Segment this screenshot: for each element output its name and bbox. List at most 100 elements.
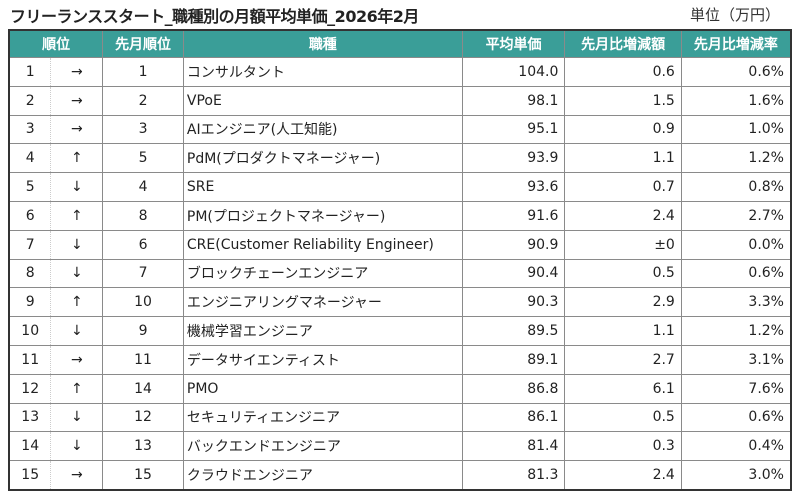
- page-title: フリーランススタート_職種別の月額平均単価_2026年2月: [10, 7, 419, 26]
- job-cell: ブロックチェーンエンジニア: [182, 258, 463, 289]
- job-cell: バックエンドエンジニア: [182, 431, 463, 462]
- trend-arrow-icon: ↓: [50, 402, 104, 433]
- avg-price-cell: 93.6: [461, 172, 566, 202]
- trend-arrow-icon: ↓: [50, 258, 104, 289]
- prev-rank-cell: 1: [102, 57, 184, 87]
- avg-price-cell: 86.8: [461, 373, 566, 404]
- job-cell: データサイエンティスト: [182, 344, 463, 375]
- diff-cell: 1.1: [564, 316, 682, 346]
- table-row: 14 ↓ 13 バックエンドエンジニア 81.4 0.3 0.4%: [8, 431, 792, 462]
- table-row: 7 ↓ 6 CRE(Customer Reliability Engineer) 90.…: [8, 229, 792, 260]
- price-table: 順位 先月順位 職種 平均単価 先月比増減額 先月比増減率 1 → 1 コンサルタント…: [8, 29, 792, 491]
- rank-cell: 13: [8, 402, 52, 433]
- job-cell: クラウドエンジニア: [182, 460, 463, 491]
- header-rank: 順位: [8, 29, 104, 58]
- trend-arrow-icon: ↑: [50, 287, 104, 318]
- rate-cell: 1.6%: [680, 85, 792, 116]
- job-cell: CRE(Customer Reliability Engineer): [182, 229, 463, 260]
- prev-rank-cell: 13: [102, 431, 184, 462]
- avg-price-cell: 81.4: [461, 431, 566, 462]
- prev-rank-cell: 11: [102, 344, 184, 375]
- prev-rank-cell: 9: [102, 316, 184, 346]
- diff-cell: 2.9: [564, 287, 682, 318]
- trend-arrow-icon: ↓: [50, 229, 104, 260]
- diff-cell: 0.6: [564, 57, 682, 87]
- avg-price-cell: 89.1: [461, 344, 566, 375]
- prev-rank-cell: 12: [102, 402, 184, 433]
- diff-cell: 0.7: [564, 172, 682, 202]
- rank-cell: 7: [8, 229, 52, 260]
- rank-cell: 10: [8, 316, 52, 346]
- avg-price-cell: 90.4: [461, 258, 566, 289]
- diff-cell: ±0: [564, 229, 682, 260]
- avg-price-cell: 93.9: [461, 143, 566, 174]
- rank-cell: 6: [8, 200, 52, 231]
- trend-arrow-icon: ↑: [50, 373, 104, 404]
- rank-cell: 1: [8, 57, 52, 87]
- rate-cell: 0.6%: [680, 57, 792, 87]
- rate-cell: 3.1%: [680, 344, 792, 375]
- avg-price-cell: 86.1: [461, 402, 566, 433]
- job-cell: PdM(プロダクトマネージャー): [182, 143, 463, 174]
- trend-arrow-icon: ↑: [50, 200, 104, 231]
- prev-rank-cell: 2: [102, 85, 184, 116]
- diff-cell: 0.3: [564, 431, 682, 462]
- job-cell: AIエンジニア(人工知能): [182, 114, 463, 145]
- job-cell: PM(プロジェクトマネージャー): [182, 200, 463, 231]
- header-avg: 平均単価: [461, 29, 566, 58]
- job-cell: SRE: [182, 172, 463, 202]
- job-cell: PMO: [182, 373, 463, 404]
- prev-rank-cell: 14: [102, 373, 184, 404]
- job-cell: コンサルタント: [182, 57, 463, 87]
- trend-arrow-icon: →: [50, 85, 104, 116]
- avg-price-cell: 89.5: [461, 316, 566, 346]
- diff-cell: 2.7: [564, 344, 682, 375]
- rank-cell: 2: [8, 85, 52, 116]
- diff-cell: 0.9: [564, 114, 682, 145]
- diff-cell: 0.5: [564, 258, 682, 289]
- rate-cell: 7.6%: [680, 373, 792, 404]
- diff-cell: 6.1: [564, 373, 682, 404]
- table-row: 4 ↑ 5 PdM(プロダクトマネージャー) 93.9 1.1 1.2%: [8, 143, 792, 174]
- trend-arrow-icon: →: [50, 57, 104, 87]
- job-cell: VPoE: [182, 85, 463, 116]
- trend-arrow-icon: ↓: [50, 316, 104, 346]
- rate-cell: 1.2%: [680, 143, 792, 174]
- table-row: 2 → 2 VPoE 98.1 1.5 1.6%: [8, 85, 792, 116]
- rank-cell: 12: [8, 373, 52, 404]
- rank-cell: 14: [8, 431, 52, 462]
- table-row: 13 ↓ 12 セキュリティエンジニア 86.1 0.5 0.6%: [8, 402, 792, 433]
- table-header-row: 順位 先月順位 職種 平均単価 先月比増減額 先月比増減率: [8, 29, 792, 58]
- avg-price-cell: 81.3: [461, 460, 566, 491]
- prev-rank-cell: 7: [102, 258, 184, 289]
- diff-cell: 1.1: [564, 143, 682, 174]
- avg-price-cell: 95.1: [461, 114, 566, 145]
- diff-cell: 0.5: [564, 402, 682, 433]
- prev-rank-cell: 6: [102, 229, 184, 260]
- avg-price-cell: 90.9: [461, 229, 566, 260]
- rate-cell: 3.3%: [680, 287, 792, 318]
- header-prev-rank: 先月順位: [102, 29, 184, 58]
- avg-price-cell: 104.0: [461, 57, 566, 87]
- prev-rank-cell: 8: [102, 200, 184, 231]
- trend-arrow-icon: ↓: [50, 431, 104, 462]
- table-row: 9 ↑ 10 エンジニアリングマネージャー 90.3 2.9 3.3%: [8, 287, 792, 318]
- rank-cell: 15: [8, 460, 52, 491]
- rank-cell: 3: [8, 114, 52, 145]
- trend-arrow-icon: ↓: [50, 172, 104, 202]
- diff-cell: 2.4: [564, 460, 682, 491]
- header-job: 職種: [182, 29, 463, 58]
- job-cell: エンジニアリングマネージャー: [182, 287, 463, 318]
- rate-cell: 0.8%: [680, 172, 792, 202]
- prev-rank-cell: 3: [102, 114, 184, 145]
- prev-rank-cell: 15: [102, 460, 184, 491]
- rate-cell: 3.0%: [680, 460, 792, 491]
- rate-cell: 0.0%: [680, 229, 792, 260]
- job-cell: 機械学習エンジニア: [182, 316, 463, 346]
- job-cell: セキュリティエンジニア: [182, 402, 463, 433]
- rate-cell: 0.6%: [680, 402, 792, 433]
- table-row: 10 ↓ 9 機械学習エンジニア 89.5 1.1 1.2%: [8, 316, 792, 346]
- rank-cell: 11: [8, 344, 52, 375]
- prev-rank-cell: 4: [102, 172, 184, 202]
- prev-rank-cell: 5: [102, 143, 184, 174]
